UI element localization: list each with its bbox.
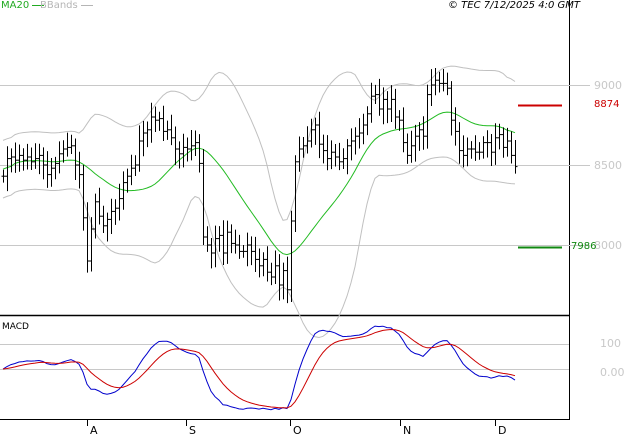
bband-lower	[2, 156, 516, 339]
macd-label-100: 100	[600, 337, 621, 350]
bollinger-bands	[2, 65, 516, 339]
macd-title: MACD	[2, 322, 29, 332]
macd-line	[2, 325, 516, 411]
ma20-path	[2, 111, 516, 256]
legend-bbands-swatch	[80, 4, 93, 6]
price-levels	[518, 104, 562, 249]
price-panel	[0, 0, 569, 315]
price-label-8000: 8000	[594, 239, 622, 252]
month-ticks	[87, 420, 496, 426]
signal-line	[2, 328, 516, 409]
ma20-line	[2, 111, 516, 256]
bband-upper	[2, 65, 516, 221]
support-label: 7986	[571, 241, 597, 252]
month-label-dec: D	[498, 424, 507, 437]
price-label-8500: 8500	[594, 159, 622, 172]
legend-ma20-swatch	[32, 4, 45, 6]
legend-bbands: BBands	[40, 0, 93, 11]
price-label-9000: 9000	[594, 79, 622, 92]
legend-ma20: MA20	[1, 0, 45, 11]
copyright: © TEC 7/12/2025 4:0 GMT	[448, 0, 580, 11]
legend-ma20-label: MA20	[1, 0, 30, 11]
resistance-label: 8874	[594, 99, 620, 110]
month-label-nov: N	[403, 424, 412, 437]
month-label-sep: S	[189, 424, 196, 437]
month-label-aug: A	[90, 424, 98, 437]
legend-bbands-label: BBands	[40, 0, 78, 11]
ohlc-bars	[1, 68, 518, 304]
month-label-oct: O	[293, 424, 302, 437]
gridlines	[0, 85, 590, 370]
macd-lines	[2, 325, 516, 411]
macd-label-0: 0.00	[600, 366, 625, 379]
